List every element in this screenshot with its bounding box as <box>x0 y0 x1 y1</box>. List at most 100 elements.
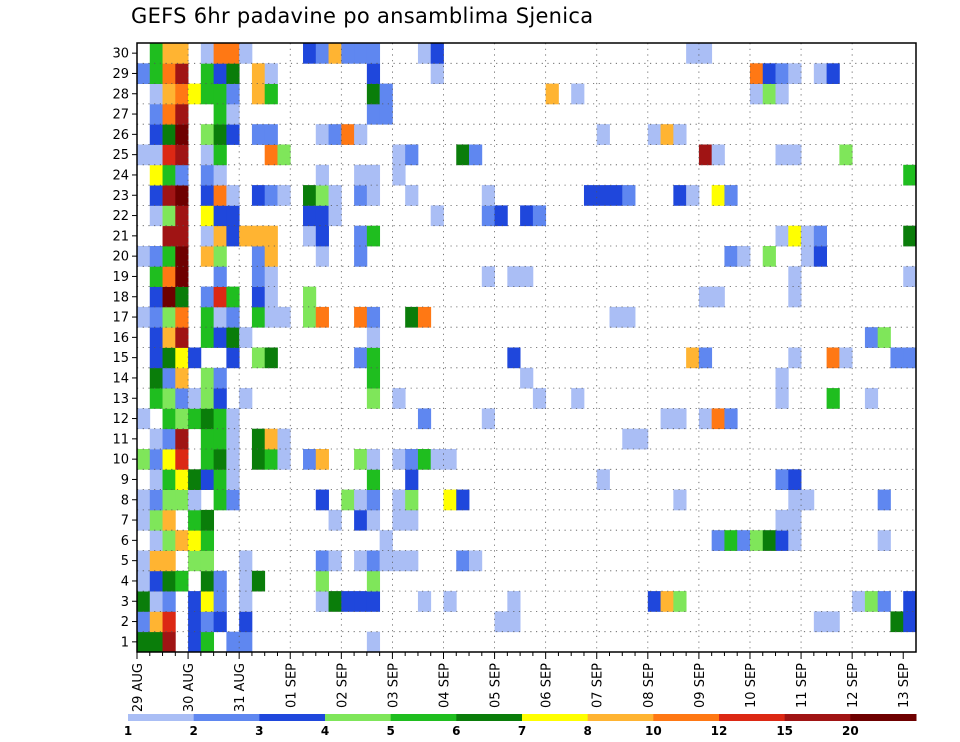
heatmap-cell <box>137 591 151 612</box>
heatmap-cell <box>162 469 176 490</box>
heatmap-cell <box>264 144 278 166</box>
heatmap-cell <box>226 43 240 64</box>
x-axis: 29 AUG 30 AUG 31 AUG 01 SEP 02 SEP 03 SEP 04 S… <box>131 652 912 712</box>
heatmap-cell <box>149 83 163 105</box>
heatmap-cell <box>200 469 215 490</box>
heatmap-cell <box>264 449 278 470</box>
heatmap-cell <box>213 225 227 247</box>
heatmap-cell <box>200 388 215 409</box>
heatmap-cell <box>507 591 521 612</box>
heatmap-cell <box>251 124 266 145</box>
heatmap-cell <box>328 550 342 572</box>
heatmap-cell <box>366 570 381 592</box>
heatmap-cell <box>520 367 534 389</box>
y-tick-label: 7 <box>121 514 129 529</box>
heatmap-cell <box>507 347 521 369</box>
heatmap-cell <box>213 570 227 592</box>
heatmap-cell <box>596 469 610 490</box>
heatmap-cell <box>430 63 444 84</box>
heatmap-cell <box>200 428 215 450</box>
heatmap-cell <box>392 164 406 186</box>
heatmap-cell <box>366 367 381 389</box>
heatmap-cell <box>737 246 751 267</box>
heatmap-cell <box>264 63 278 84</box>
heatmap-cell <box>456 489 470 511</box>
y-tick-label: 23 <box>112 189 129 204</box>
heatmap-cell <box>775 509 789 531</box>
y-tick-label: 3 <box>121 595 129 610</box>
heatmap-cell <box>532 205 547 227</box>
colorbar-label: 1 <box>124 724 132 738</box>
colorbar-label: 10 <box>645 724 662 738</box>
heatmap-cell <box>303 449 317 470</box>
heatmap-cell <box>801 489 815 511</box>
heatmap-cell <box>162 449 176 470</box>
heatmap-cell <box>328 43 342 64</box>
heatmap-cell <box>175 327 189 348</box>
heatmap-cell <box>137 246 151 267</box>
colorbar-swatch <box>850 714 917 721</box>
heatmap-cell <box>481 408 495 430</box>
heatmap-cell <box>813 225 828 247</box>
heatmap-cell <box>762 63 776 84</box>
heatmap-cell <box>354 591 368 612</box>
heatmap-cell <box>341 124 355 145</box>
heatmap-cell <box>264 266 278 287</box>
colorbar-label: 3 <box>255 724 263 738</box>
heatmap-cell <box>366 509 381 531</box>
heatmap-cell <box>162 591 176 612</box>
heatmap-cell <box>226 449 240 470</box>
heatmap-cell <box>775 225 789 247</box>
heatmap-cell <box>149 530 163 551</box>
heatmap-cell <box>762 530 776 551</box>
heatmap-cell <box>239 591 253 612</box>
heatmap-cell <box>481 185 495 206</box>
heatmap-cell <box>149 164 163 186</box>
heatmap-cell <box>175 164 189 186</box>
heatmap-cell <box>826 611 840 633</box>
heatmap-cell <box>226 327 240 348</box>
heatmap-cell <box>162 43 176 64</box>
heatmap-cell <box>175 530 189 551</box>
heatmap-cell <box>788 63 802 84</box>
x-tick-label: 12 SEP <box>846 663 861 708</box>
heatmap-cell <box>571 83 585 105</box>
colorbar-label: 4 <box>321 724 329 738</box>
heatmap-cell <box>788 489 802 511</box>
heatmap-cell <box>149 591 163 612</box>
heatmap-cell <box>162 124 176 145</box>
heatmap-cell <box>251 225 266 247</box>
heatmap-cell <box>826 63 840 84</box>
heatmap-cell <box>213 124 227 145</box>
heatmap-cell <box>200 83 215 105</box>
heatmap-cell <box>405 509 419 531</box>
colorbar-swatch <box>325 714 392 721</box>
heatmap-cell <box>366 347 381 369</box>
heatmap-cell <box>788 266 802 287</box>
heatmap-cell <box>392 388 406 409</box>
heatmap-cell <box>188 408 202 430</box>
heatmap-cell <box>264 225 278 247</box>
heatmap-cell <box>137 63 151 84</box>
heatmap-cell <box>137 489 151 511</box>
heatmap-cell <box>213 489 227 511</box>
heatmap-cell <box>137 631 151 653</box>
heatmap-cell <box>149 246 163 267</box>
heatmap-cell <box>571 388 585 409</box>
heatmap-cell <box>315 205 329 227</box>
heatmap-cell <box>226 408 240 430</box>
heatmap-cell <box>864 327 879 348</box>
heatmap-cell <box>328 509 342 531</box>
heatmap-cell <box>826 347 840 369</box>
heatmap-cell <box>149 631 163 653</box>
heatmap-cell <box>162 63 176 84</box>
heatmap-cell <box>175 286 189 308</box>
heatmap-cell <box>392 550 406 572</box>
heatmap-cell <box>213 43 227 64</box>
heatmap-cell <box>609 185 623 206</box>
heatmap-cell <box>213 63 227 84</box>
heatmap-cell <box>175 347 189 369</box>
y-tick-label: 25 <box>112 148 129 163</box>
heatmap-cell <box>188 631 202 653</box>
heatmap-cell <box>175 246 189 267</box>
